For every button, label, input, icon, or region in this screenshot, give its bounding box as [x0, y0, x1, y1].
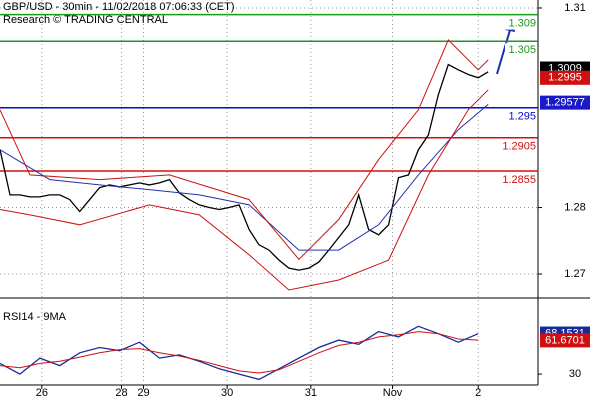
x-tick-label: 26	[36, 387, 48, 399]
series-line	[0, 104, 489, 251]
x-tick-label: 29	[137, 387, 149, 399]
y-tick-label: 1.31	[564, 2, 585, 14]
price-marker	[540, 70, 590, 85]
price-marker	[540, 95, 590, 110]
x-tick-label: 28	[115, 387, 127, 399]
level-label-bg	[505, 43, 537, 57]
level-label: 1.309	[508, 18, 536, 30]
y-tick-label: 1.28	[564, 201, 585, 213]
x-tick-label: Nov	[383, 387, 403, 399]
chart-title: GBP/USD - 30min - 11/02/2018 07:06:33 (C…	[3, 1, 235, 13]
level-label-bg	[505, 139, 537, 153]
series-line	[0, 89, 489, 291]
x-tick-label: 31	[305, 387, 317, 399]
series-line	[0, 331, 479, 374]
y-tick-label: 1.27	[564, 268, 585, 280]
series-line	[0, 63, 489, 271]
level-label: 1.2905	[502, 141, 536, 153]
price-marker-label: 1.29577	[545, 97, 585, 109]
level-label: 1.2855	[502, 174, 536, 186]
rsi-title: RSI14 - 9MA	[3, 311, 67, 323]
level-label-bg	[505, 16, 537, 30]
price-marker	[540, 333, 590, 348]
arrow-shaft	[496, 29, 511, 75]
level-label-bg	[505, 109, 537, 123]
series-line	[0, 325, 479, 381]
level-label: 1.305	[508, 44, 536, 56]
price-marker-label: 61.6701	[545, 334, 585, 346]
level-label: 1.295	[508, 111, 536, 123]
x-tick-label: 30	[221, 387, 233, 399]
chart-subtitle: Research © TRADING CENTRAL	[3, 14, 168, 26]
x-tick-label: 2	[475, 387, 481, 399]
series-line	[0, 39, 489, 261]
y-tick-label: 30	[569, 368, 581, 380]
level-label-bg	[505, 172, 537, 186]
price-marker-label: 1.2995	[548, 72, 582, 84]
